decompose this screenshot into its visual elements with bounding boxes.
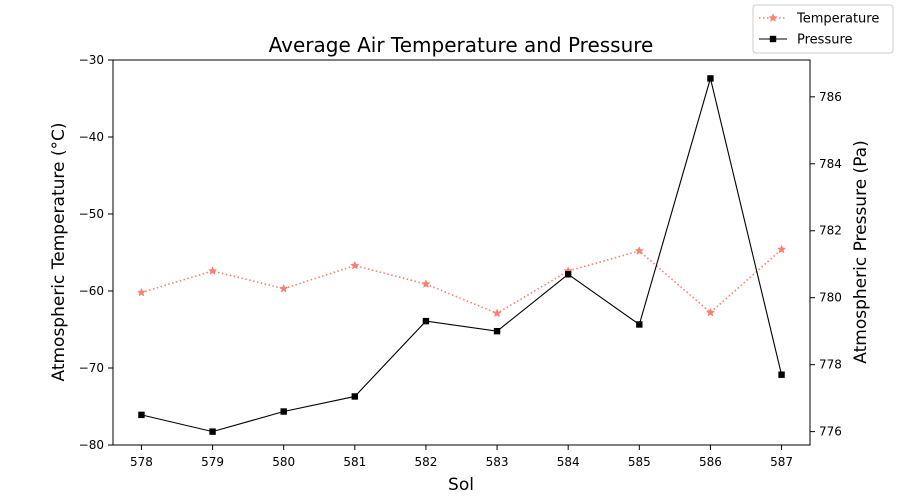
right-y-tick-label: 784 — [819, 157, 842, 171]
x-tick-label: 580 — [272, 455, 295, 469]
pressure-point — [351, 393, 359, 400]
x-tick-label: 578 — [130, 455, 153, 469]
right-y-tick-label: 786 — [819, 90, 842, 104]
right-y-axis-label: Atmospheric Pressure (Pa) — [851, 140, 871, 363]
x-tick-label: 582 — [414, 455, 437, 469]
x-tick-label: 586 — [699, 455, 722, 469]
left-y-tick-label: −60 — [79, 284, 104, 298]
pressure-point — [778, 371, 785, 378]
left-y-tick-label: −40 — [79, 130, 104, 144]
legend-label: Pressure — [797, 33, 853, 48]
temperature-point — [350, 260, 360, 270]
right-y-tick-label: 782 — [819, 224, 842, 238]
x-tick-label: 587 — [770, 455, 793, 469]
pressure-point — [138, 411, 145, 419]
legend-marker — [768, 13, 778, 22]
plot-frame — [112, 59, 811, 446]
pressure-line — [141, 76, 783, 433]
x-tick-label: 583 — [486, 455, 509, 469]
pressure-series — [138, 75, 785, 435]
pressure-point — [422, 317, 430, 325]
left-y-tick-label: −30 — [79, 53, 104, 67]
x-tick-label: 584 — [557, 455, 580, 469]
right-y-tick-label: 780 — [819, 291, 842, 305]
legend-item-pressure: Pressure — [759, 33, 853, 48]
temperature-point — [705, 307, 716, 317]
temperature-point — [207, 266, 218, 275]
chart-title: Average Air Temperature and Pressure — [269, 33, 654, 57]
temperature-line — [141, 248, 783, 315]
temperature-point — [776, 244, 787, 254]
left-y-axis: −80 −70 −60 −50 −40 −30 — [79, 53, 113, 452]
pressure-point — [564, 271, 572, 278]
temperature-point — [421, 279, 431, 288]
pressure-point — [493, 327, 501, 335]
x-axis: 578 579 580 581 582 583 584 585 586 587 — [130, 445, 793, 469]
temperature-point — [634, 246, 644, 255]
pressure-point — [209, 428, 216, 435]
legend-marker — [769, 35, 777, 43]
pressure-point — [707, 75, 714, 82]
left-y-axis-label: Atmospheric Temperature (°C) — [49, 122, 69, 381]
legend-box — [752, 4, 894, 54]
temperature-point — [279, 283, 289, 293]
right-y-axis: 776 778 780 782 784 786 — [810, 90, 842, 439]
pressure-point — [636, 321, 643, 328]
left-y-tick-label: −70 — [79, 361, 104, 375]
left-y-tick-label: −80 — [79, 438, 104, 452]
legend-label: Temperature — [796, 12, 879, 27]
x-tick-label: 581 — [343, 455, 366, 469]
x-tick-label: 579 — [201, 455, 224, 469]
x-tick-label: 585 — [628, 455, 651, 469]
pressure-point — [280, 408, 287, 415]
legend: Temperature Pressure — [752, 4, 894, 54]
plot-area — [136, 75, 787, 435]
temperature-point — [492, 308, 502, 318]
legend-item-temperature: Temperature — [759, 12, 879, 27]
axes — [112, 59, 811, 446]
left-y-tick-label: −50 — [79, 207, 104, 221]
right-y-tick-label: 776 — [819, 425, 842, 439]
right-y-tick-label: 778 — [819, 358, 842, 372]
x-axis-label: Sol — [448, 475, 474, 495]
temperature-point — [136, 287, 147, 297]
